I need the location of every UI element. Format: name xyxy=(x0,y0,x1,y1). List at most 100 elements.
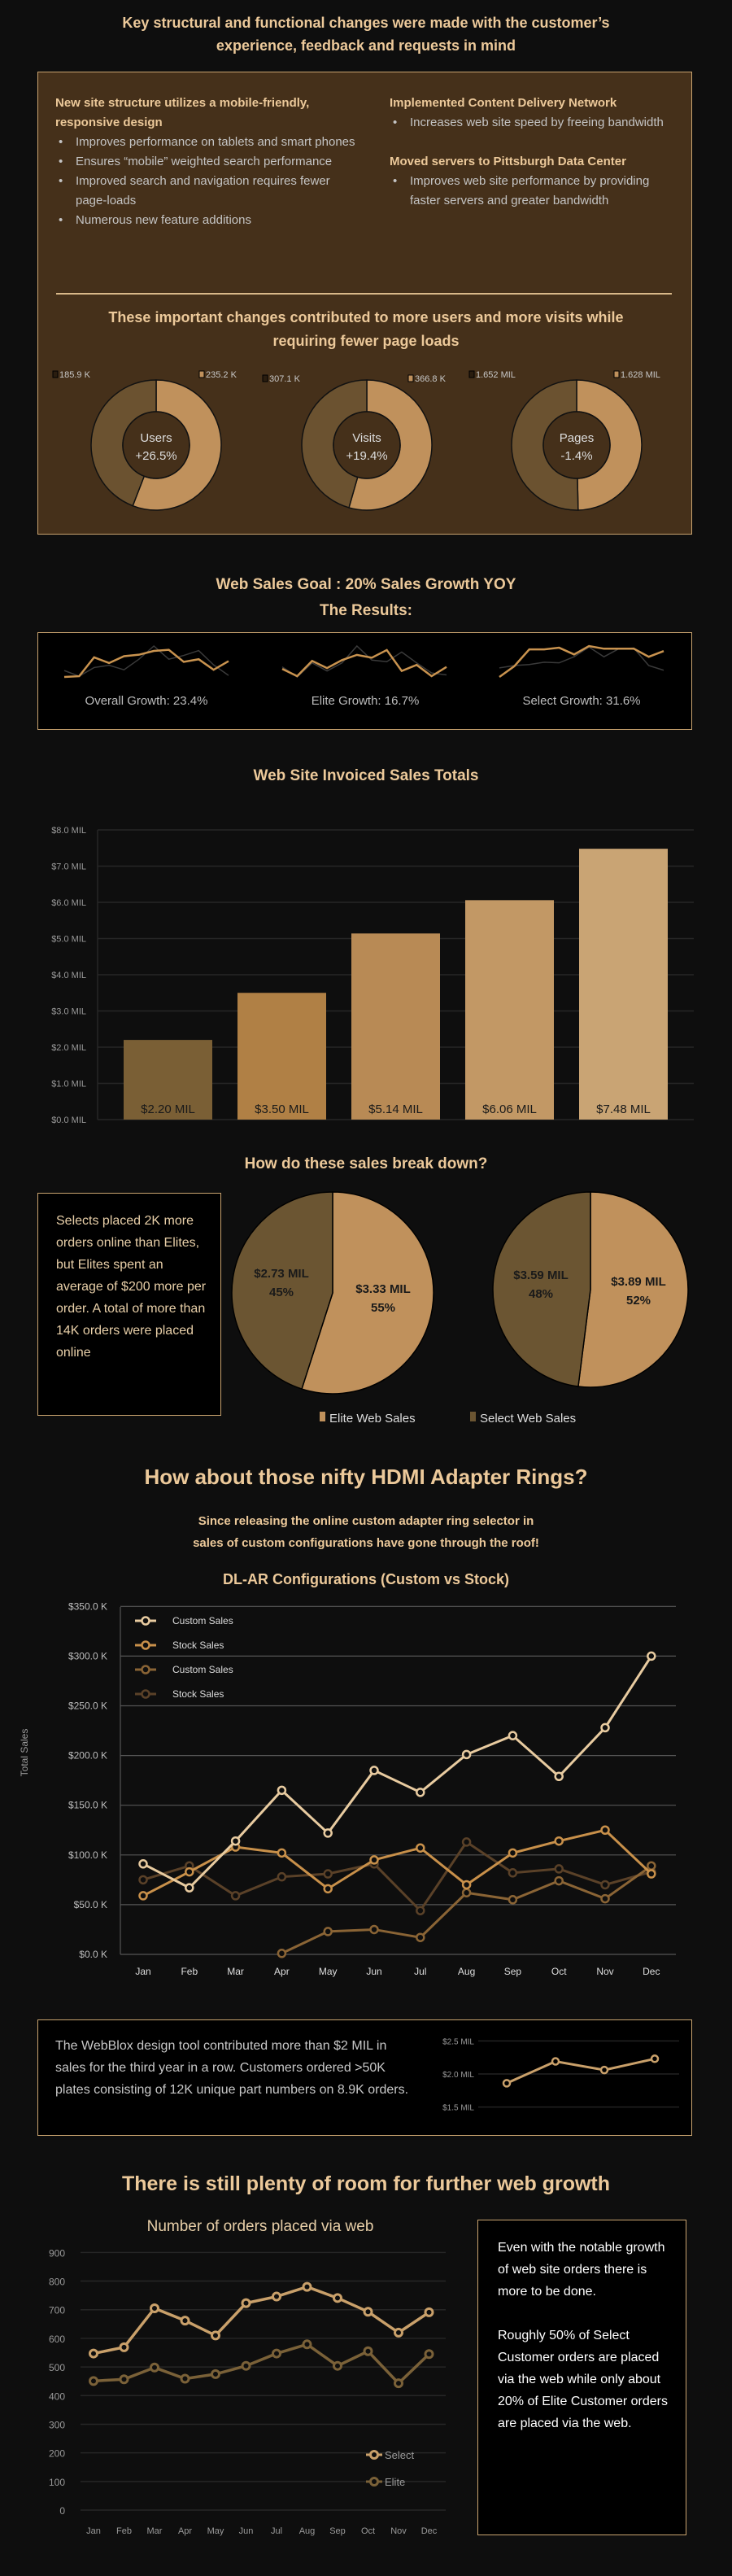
data-point xyxy=(600,1722,610,1733)
x-tick-label: Apr xyxy=(178,2526,192,2536)
legend-marker-icon xyxy=(369,2450,379,2460)
data-point xyxy=(554,1771,564,1782)
y-axis-label: Total Sales xyxy=(19,1729,30,1777)
page-title-line-1: Key structural and functional changes we… xyxy=(122,15,610,31)
data-point xyxy=(230,1836,241,1846)
bar-data-label: $5.14 MIL xyxy=(368,1102,423,1116)
y-tick-label: $5.0 MIL xyxy=(51,935,86,945)
bullet-item: • Numerous new feature additions xyxy=(59,213,251,227)
y-tick-label: 600 xyxy=(49,2334,65,2345)
x-tick-label: Apr xyxy=(274,1966,290,1977)
data-point xyxy=(277,1871,287,1882)
legend-marker-icon xyxy=(141,1640,150,1650)
y-tick-label: $250.0 K xyxy=(68,1701,107,1712)
data-point xyxy=(89,2348,98,2359)
x-tick-label: Nov xyxy=(390,2526,407,2536)
webblox-text: The WebBlox design tool contributed more… xyxy=(55,2039,409,2097)
x-tick-label: Jun xyxy=(239,2526,254,2536)
bullet-item: • Improved search and navigation requires… xyxy=(59,174,330,207)
y-tick-label: 300 xyxy=(49,2419,65,2430)
data-point xyxy=(323,1884,333,1894)
data-point xyxy=(416,1843,425,1853)
y-tick-label: $0.0 MIL xyxy=(51,1116,86,1125)
data-point xyxy=(241,2298,251,2308)
y-tick-label: $7.0 MIL xyxy=(51,862,86,872)
summary-heading: These important changes contributed to m… xyxy=(108,309,624,349)
data-point xyxy=(302,2281,312,2292)
y-tick-label: 900 xyxy=(49,2247,65,2259)
x-tick-label: May xyxy=(207,2526,224,2536)
dlar-chart-title: DL-AR Configurations (Custom vs Stock) xyxy=(222,1571,509,1587)
data-point xyxy=(394,2378,403,2389)
data-point xyxy=(369,1924,379,1935)
pie-percent-label: 52% xyxy=(626,1294,651,1308)
x-tick-label: Dec xyxy=(421,2526,438,2536)
x-tick-label: Jul xyxy=(414,1966,426,1977)
y-tick-label: $0.0 K xyxy=(79,1949,107,1960)
pie-slice xyxy=(492,1191,591,1387)
data-point xyxy=(461,1837,472,1847)
data-point xyxy=(277,1949,287,1958)
bullet-item: • Improves web site performance by provid… xyxy=(393,174,650,207)
bar-data-label: $3.50 MIL xyxy=(255,1102,309,1116)
pie-value-label: $2.73 MIL xyxy=(254,1267,309,1281)
data-point xyxy=(461,1888,472,1897)
legend-marker-icon xyxy=(369,2477,379,2486)
pie-percent-label: 55% xyxy=(371,1301,395,1315)
x-tick-label: Mar xyxy=(227,1966,244,1977)
x-tick-label: Feb xyxy=(116,2526,132,2536)
y-tick-label: $50.0 K xyxy=(74,1899,107,1910)
bar xyxy=(237,993,326,1120)
y-tick-label: $4.0 MIL xyxy=(51,971,86,980)
legend-label: Custom Sales xyxy=(172,1664,233,1675)
y-tick-label: 100 xyxy=(49,2477,65,2488)
x-tick-label: Aug xyxy=(458,1966,475,1977)
y-tick-label: 0 xyxy=(59,2505,65,2517)
data-point xyxy=(369,1855,379,1865)
x-tick-label: Mar xyxy=(147,2526,163,2536)
data-point xyxy=(230,1891,241,1901)
divider xyxy=(56,293,672,295)
breakdown-heading: How do these sales break down? xyxy=(244,1155,488,1172)
bar xyxy=(124,1040,212,1120)
orders-chart-title: Number of orders placed via web xyxy=(146,2218,374,2235)
data-point xyxy=(185,1883,194,1893)
data-point xyxy=(647,1861,656,1871)
bar xyxy=(351,933,440,1120)
y-tick-label: $200.0 K xyxy=(68,1750,107,1762)
cdn-heading: Implemented Content Delivery Network xyxy=(390,96,617,110)
legend-label: Custom Sales xyxy=(172,1615,233,1626)
x-tick-label: Oct xyxy=(361,2526,375,2536)
x-tick-label: Sep xyxy=(329,2526,346,2536)
data-point xyxy=(230,1842,241,1852)
data-point xyxy=(600,1893,610,1904)
legend-marker-icon xyxy=(141,1616,150,1626)
legend-label: Select xyxy=(385,2449,415,2461)
x-tick-label: Oct xyxy=(551,1966,567,1977)
data-point xyxy=(333,2293,342,2303)
x-tick-label: Sep xyxy=(504,1966,522,1977)
data-point xyxy=(416,1906,425,1915)
pie-slice xyxy=(577,1191,689,1388)
data-point xyxy=(363,2346,373,2356)
data-point xyxy=(508,1848,518,1858)
pie-slice xyxy=(231,1191,333,1390)
bullet-item: • Ensures “mobile” weighted search perfor… xyxy=(59,155,333,168)
y-tick-label: $1.0 MIL xyxy=(51,1080,86,1089)
line-series xyxy=(142,1828,652,1897)
x-tick-label: Nov xyxy=(596,1966,613,1977)
pie-value-label: $3.89 MIL xyxy=(611,1275,666,1289)
data-point xyxy=(647,1651,656,1661)
x-tick-label: May xyxy=(319,1966,338,1977)
bullet-item: • Improves performance on tablets and sma… xyxy=(59,135,355,149)
y-tick-label: 200 xyxy=(49,2448,65,2460)
invoiced-chart-title: Web Site Invoiced Sales Totals xyxy=(253,767,479,784)
data-point xyxy=(369,1859,379,1869)
pie-percent-label: 48% xyxy=(529,1287,553,1301)
data-point xyxy=(461,1749,472,1760)
y-tick-label: $6.0 MIL xyxy=(51,898,86,908)
data-point xyxy=(508,1868,518,1878)
legend-label: Stock Sales xyxy=(172,1688,224,1700)
growth-note-1: Even with the notable growth of web site… xyxy=(498,2241,665,2299)
pie-value-label: $3.33 MIL xyxy=(355,1282,411,1296)
